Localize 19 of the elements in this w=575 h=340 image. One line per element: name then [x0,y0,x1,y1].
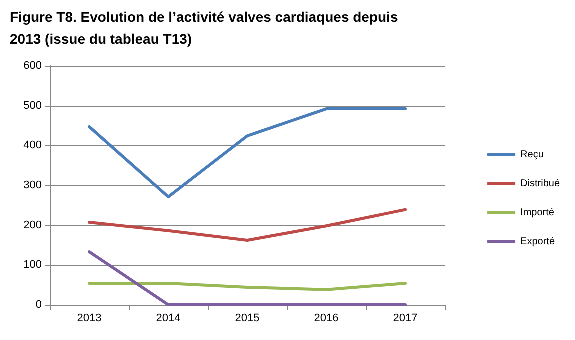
x-tick-label: 2017 [393,312,418,324]
legend-label: Importé [520,208,555,218]
chart-title: Figure T8. Evolution de l’activité valves cardiaques depuis 2013 (issue du tableau T13) [10,8,400,49]
line-series [88,208,407,242]
line-series [88,108,407,199]
y-tick-label: 300 [24,180,42,192]
legend-label: Reçu [520,150,544,160]
y-tick-label: 500 [24,100,42,112]
x-tick-label: 2015 [235,312,260,324]
x-tick-label: 2013 [77,312,102,324]
y-tick-label: 100 [24,259,42,272]
y-tick-label: 200 [24,219,42,232]
y-tick-label: 600 [24,60,42,72]
legend-label: Exporté [520,236,556,248]
x-tick-label: 2016 [314,312,339,324]
y-tick-label: 400 [24,140,42,152]
x-tick-label: 2014 [156,312,181,324]
y-tick-label: 0 [36,299,42,311]
legend-label: Distribué [520,178,560,190]
